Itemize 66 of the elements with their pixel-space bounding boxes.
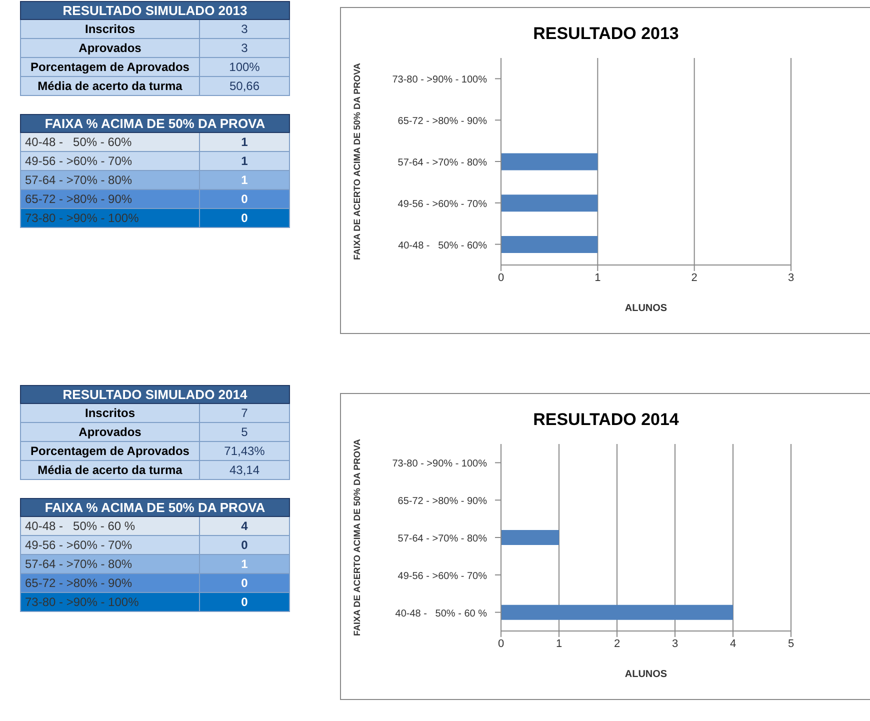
text: 3 [200, 20, 290, 38]
data-label: 0 [200, 190, 290, 208]
y-tick-label: 40-48 - 50% - 60% [398, 240, 488, 252]
category-label: 73-80 - >90% - 100% [20, 208, 200, 228]
text: 43,14 [200, 460, 290, 480]
text: FAIXA % ACIMA DE 50% DA PROVA [20, 114, 290, 132]
data-label: 1 [200, 170, 290, 190]
x-tick-label: 5 [788, 638, 794, 650]
chart-title: RESULTADO 2013 [532, 24, 680, 44]
text: 3 [200, 38, 290, 58]
x-tick-label: 2 [614, 638, 620, 650]
data-label: 0 [200, 574, 290, 592]
category-label: 65-72 - >80% - 90% [20, 574, 200, 592]
y-axis-title: FAIXA DE ACERTO ACIMA DE 50% DA PROVA [352, 62, 362, 260]
data-label: 1 [200, 152, 290, 170]
text: RESULTADO SIMULADO 2014 [20, 386, 290, 404]
y-tick-label: 65-72 - >80% - 90% [398, 496, 488, 508]
y-tick-label: 49-56 - >60% - 70% [398, 198, 488, 210]
data-label: 1 [200, 554, 290, 574]
data-label: 0 [200, 536, 290, 554]
y-tick-label: 73-80 - >90% - 100% [392, 74, 488, 86]
y-tick-label: 49-56 - >60% - 70% [398, 570, 488, 582]
x-axis-title: ALUNOS [624, 669, 668, 680]
y-tick-label: 57-64 - >70% - 80% [398, 534, 488, 544]
text: RESULTADO SIMULADO 2013 [20, 2, 290, 20]
category-label: 40-48 - 50% - 60% [20, 132, 200, 152]
category-label: 57-64 - >70% - 80% [20, 554, 200, 574]
category-label: 40-48 - 50% - 60 % [20, 516, 200, 536]
text: Inscritos [20, 20, 200, 38]
category-label: 73-80 - >90% - 100% [20, 592, 200, 612]
x-tick-label: 0 [498, 638, 504, 650]
category-label: 57-64 - >70% - 80% [20, 170, 200, 190]
text: Inscritos [20, 404, 200, 422]
text: 71,43% [200, 442, 290, 460]
text: Porcentagem de Aprovados [20, 442, 200, 460]
y-tick-label: 40-48 - 50% - 60 % [395, 608, 488, 620]
text: 100% [200, 58, 290, 76]
chart-title: RESULTADO 2014 [532, 410, 680, 430]
text: Aprovados [20, 38, 200, 58]
x-tick-label: 1 [556, 638, 562, 650]
x-axis-title: ALUNOS [624, 303, 668, 314]
text: 5 [200, 422, 290, 442]
y-tick-label: 57-64 - >70% - 80% [398, 158, 488, 168]
text: 7 [200, 404, 290, 422]
x-tick-label: 3 [672, 638, 678, 650]
text: Porcentagem de Aprovados [20, 58, 200, 76]
data-label: 1 [200, 132, 290, 152]
x-tick-label: 0 [498, 272, 504, 284]
y-axis-title: FAIXA DE ACERTO ACIMA DE 50% DA PROVA [352, 438, 362, 636]
text: Média de acerto da turma [20, 460, 200, 480]
category-label: 49-56 - >60% - 70% [20, 536, 200, 554]
data-label: 0 [200, 592, 290, 612]
data-label: 0 [200, 208, 290, 228]
category-label: 65-72 - >80% - 90% [20, 190, 200, 208]
text: FAIXA % ACIMA DE 50% DA PROVA [20, 498, 290, 516]
x-tick-label: 3 [788, 272, 794, 284]
category-label: 49-56 - >60% - 70% [20, 152, 200, 170]
x-tick-label: 2 [691, 272, 698, 284]
data-label: 4 [200, 516, 290, 536]
y-tick-label: 73-80 - >90% - 100% [392, 458, 488, 470]
text: Média de acerto da turma [20, 76, 200, 96]
x-tick-label: 1 [594, 272, 601, 284]
text: 50,66 [200, 76, 290, 96]
x-tick-label: 4 [730, 638, 736, 650]
text: Aprovados [20, 422, 200, 442]
y-tick-label: 65-72 - >80% - 90% [398, 116, 488, 128]
